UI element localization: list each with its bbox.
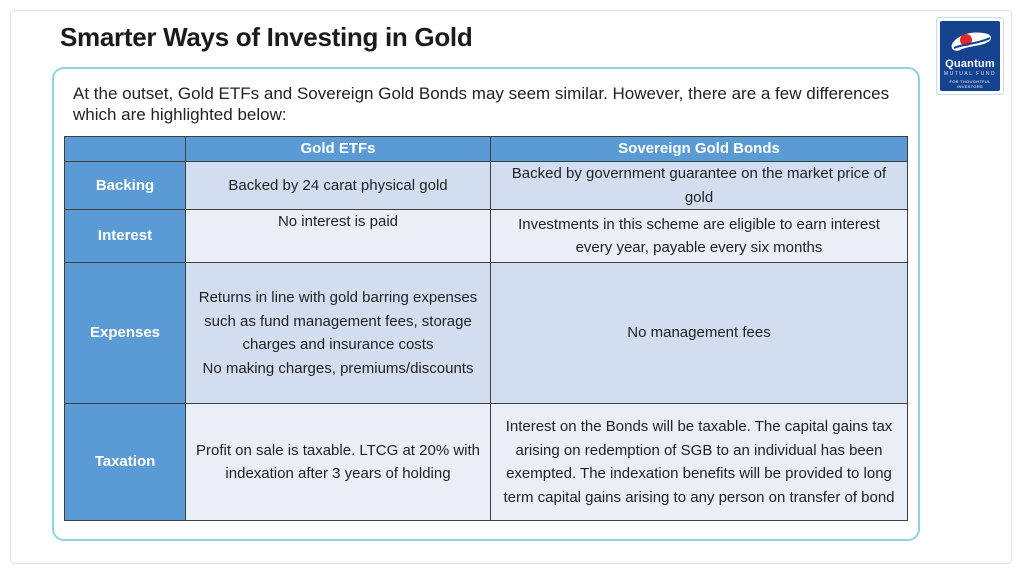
table-row-interest: Interest No interest is paid Investments… — [64, 209, 908, 263]
logo-tagline: FOR THOUGHTFUL INVESTORS — [940, 79, 1000, 89]
table-row-taxation: Taxation Profit on sale is taxable. LTCG… — [64, 403, 908, 521]
cell-interest-gold-etfs: No interest is paid — [185, 209, 491, 263]
slide-frame — [10, 10, 1012, 564]
header-sovereign-gold-bonds: Sovereign Gold Bonds — [490, 136, 908, 162]
row-label-interest: Interest — [64, 209, 186, 263]
table-row-backing: Backing Backed by 24 carat physical gold… — [64, 161, 908, 210]
row-label-backing: Backing — [64, 161, 186, 210]
logo-tagline-line1: FOR THOUGHTFUL — [949, 79, 991, 84]
cell-taxation-gold-etfs: Profit on sale is taxable. LTCG at 20% w… — [185, 403, 491, 521]
header-corner — [64, 136, 186, 162]
row-label-expenses: Expenses — [64, 262, 186, 404]
header-gold-etfs: Gold ETFs — [185, 136, 491, 162]
logo-name: Quantum — [945, 58, 995, 70]
cell-expenses-gold-etfs: Returns in line with gold barring expens… — [185, 262, 491, 404]
comparison-table: Gold ETFs Sovereign Gold Bonds Backing B… — [64, 136, 908, 521]
row-label-taxation: Taxation — [64, 403, 186, 521]
logo-tagline-line2: INVESTORS — [957, 84, 983, 89]
cell-backing-gold-etfs: Backed by 24 carat physical gold — [185, 161, 491, 210]
cell-taxation-sgb: Interest on the Bonds will be taxable. T… — [490, 403, 908, 521]
logo-emblem-icon — [951, 32, 991, 51]
page-title: Smarter Ways of Investing in Gold — [60, 22, 473, 52]
logo-badge: Quantum MUTUAL FUND FOR THOUGHTFUL INVES… — [940, 21, 1000, 91]
quantum-logo: Quantum MUTUAL FUND FOR THOUGHTFUL INVES… — [936, 17, 1004, 95]
table-header-row: Gold ETFs Sovereign Gold Bonds — [64, 136, 908, 162]
table-row-expenses: Expenses Returns in line with gold barri… — [64, 262, 908, 404]
expenses-gold-etfs-text-1: Returns in line with gold barring expens… — [198, 289, 478, 353]
intro-text: At the outset, Gold ETFs and Sovereign G… — [73, 84, 890, 124]
cell-backing-sgb: Backed by government guarantee on the ma… — [490, 161, 908, 210]
expenses-gold-etfs-text-2: No making charges, premiums/discounts — [202, 359, 474, 377]
cell-interest-sgb: Investments in this scheme are eligible … — [490, 209, 908, 263]
logo-subtitle: MUTUAL FUND — [943, 71, 997, 77]
cell-expenses-sgb: No management fees — [490, 262, 908, 404]
